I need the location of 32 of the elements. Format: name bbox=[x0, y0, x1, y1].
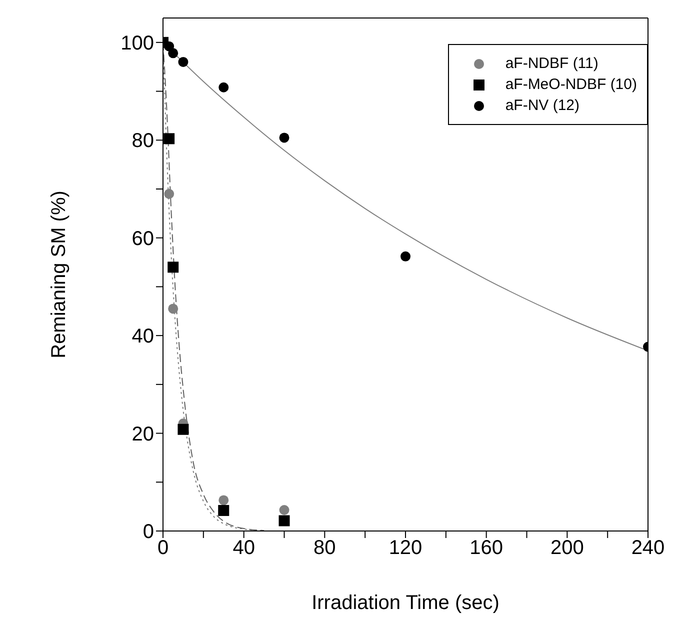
point bbox=[178, 56, 188, 67]
point bbox=[164, 188, 174, 199]
x-axis-title: Irradiation Time (sec) bbox=[312, 592, 500, 614]
point bbox=[278, 515, 290, 526]
point bbox=[218, 495, 229, 506]
legend-label: aF-NV (12) bbox=[505, 97, 580, 114]
y-axis-title: Remianing SM (%) bbox=[48, 190, 70, 358]
legend-label: aF-MeO-NDBF (10) bbox=[505, 76, 637, 93]
point bbox=[279, 132, 290, 143]
point bbox=[178, 424, 189, 435]
x-tick-label: 120 bbox=[388, 537, 422, 560]
y-tick-label: 40 bbox=[132, 326, 154, 348]
legend-label: aF-NDBF (11) bbox=[505, 55, 598, 72]
point bbox=[279, 504, 290, 515]
point bbox=[168, 262, 179, 273]
point bbox=[218, 82, 229, 92]
y-tick-label: 20 bbox=[132, 423, 154, 446]
x-tick-label: 160 bbox=[470, 537, 504, 560]
y-tick-label: 80 bbox=[132, 130, 154, 152]
x-tick-label: 240 bbox=[631, 537, 665, 560]
x-tick-label: 80 bbox=[314, 537, 336, 560]
x-tick-label: 200 bbox=[550, 537, 584, 560]
point bbox=[168, 304, 178, 314]
x-tick-label: 40 bbox=[232, 537, 255, 560]
x-tick-label: 0 bbox=[157, 537, 169, 560]
y-tick-label: 60 bbox=[132, 228, 154, 250]
point bbox=[168, 48, 178, 58]
point bbox=[164, 133, 175, 144]
point bbox=[218, 504, 230, 516]
point bbox=[400, 251, 410, 262]
y-tick-label: 0 bbox=[142, 521, 154, 544]
y-tick-label: 100 bbox=[120, 32, 154, 55]
